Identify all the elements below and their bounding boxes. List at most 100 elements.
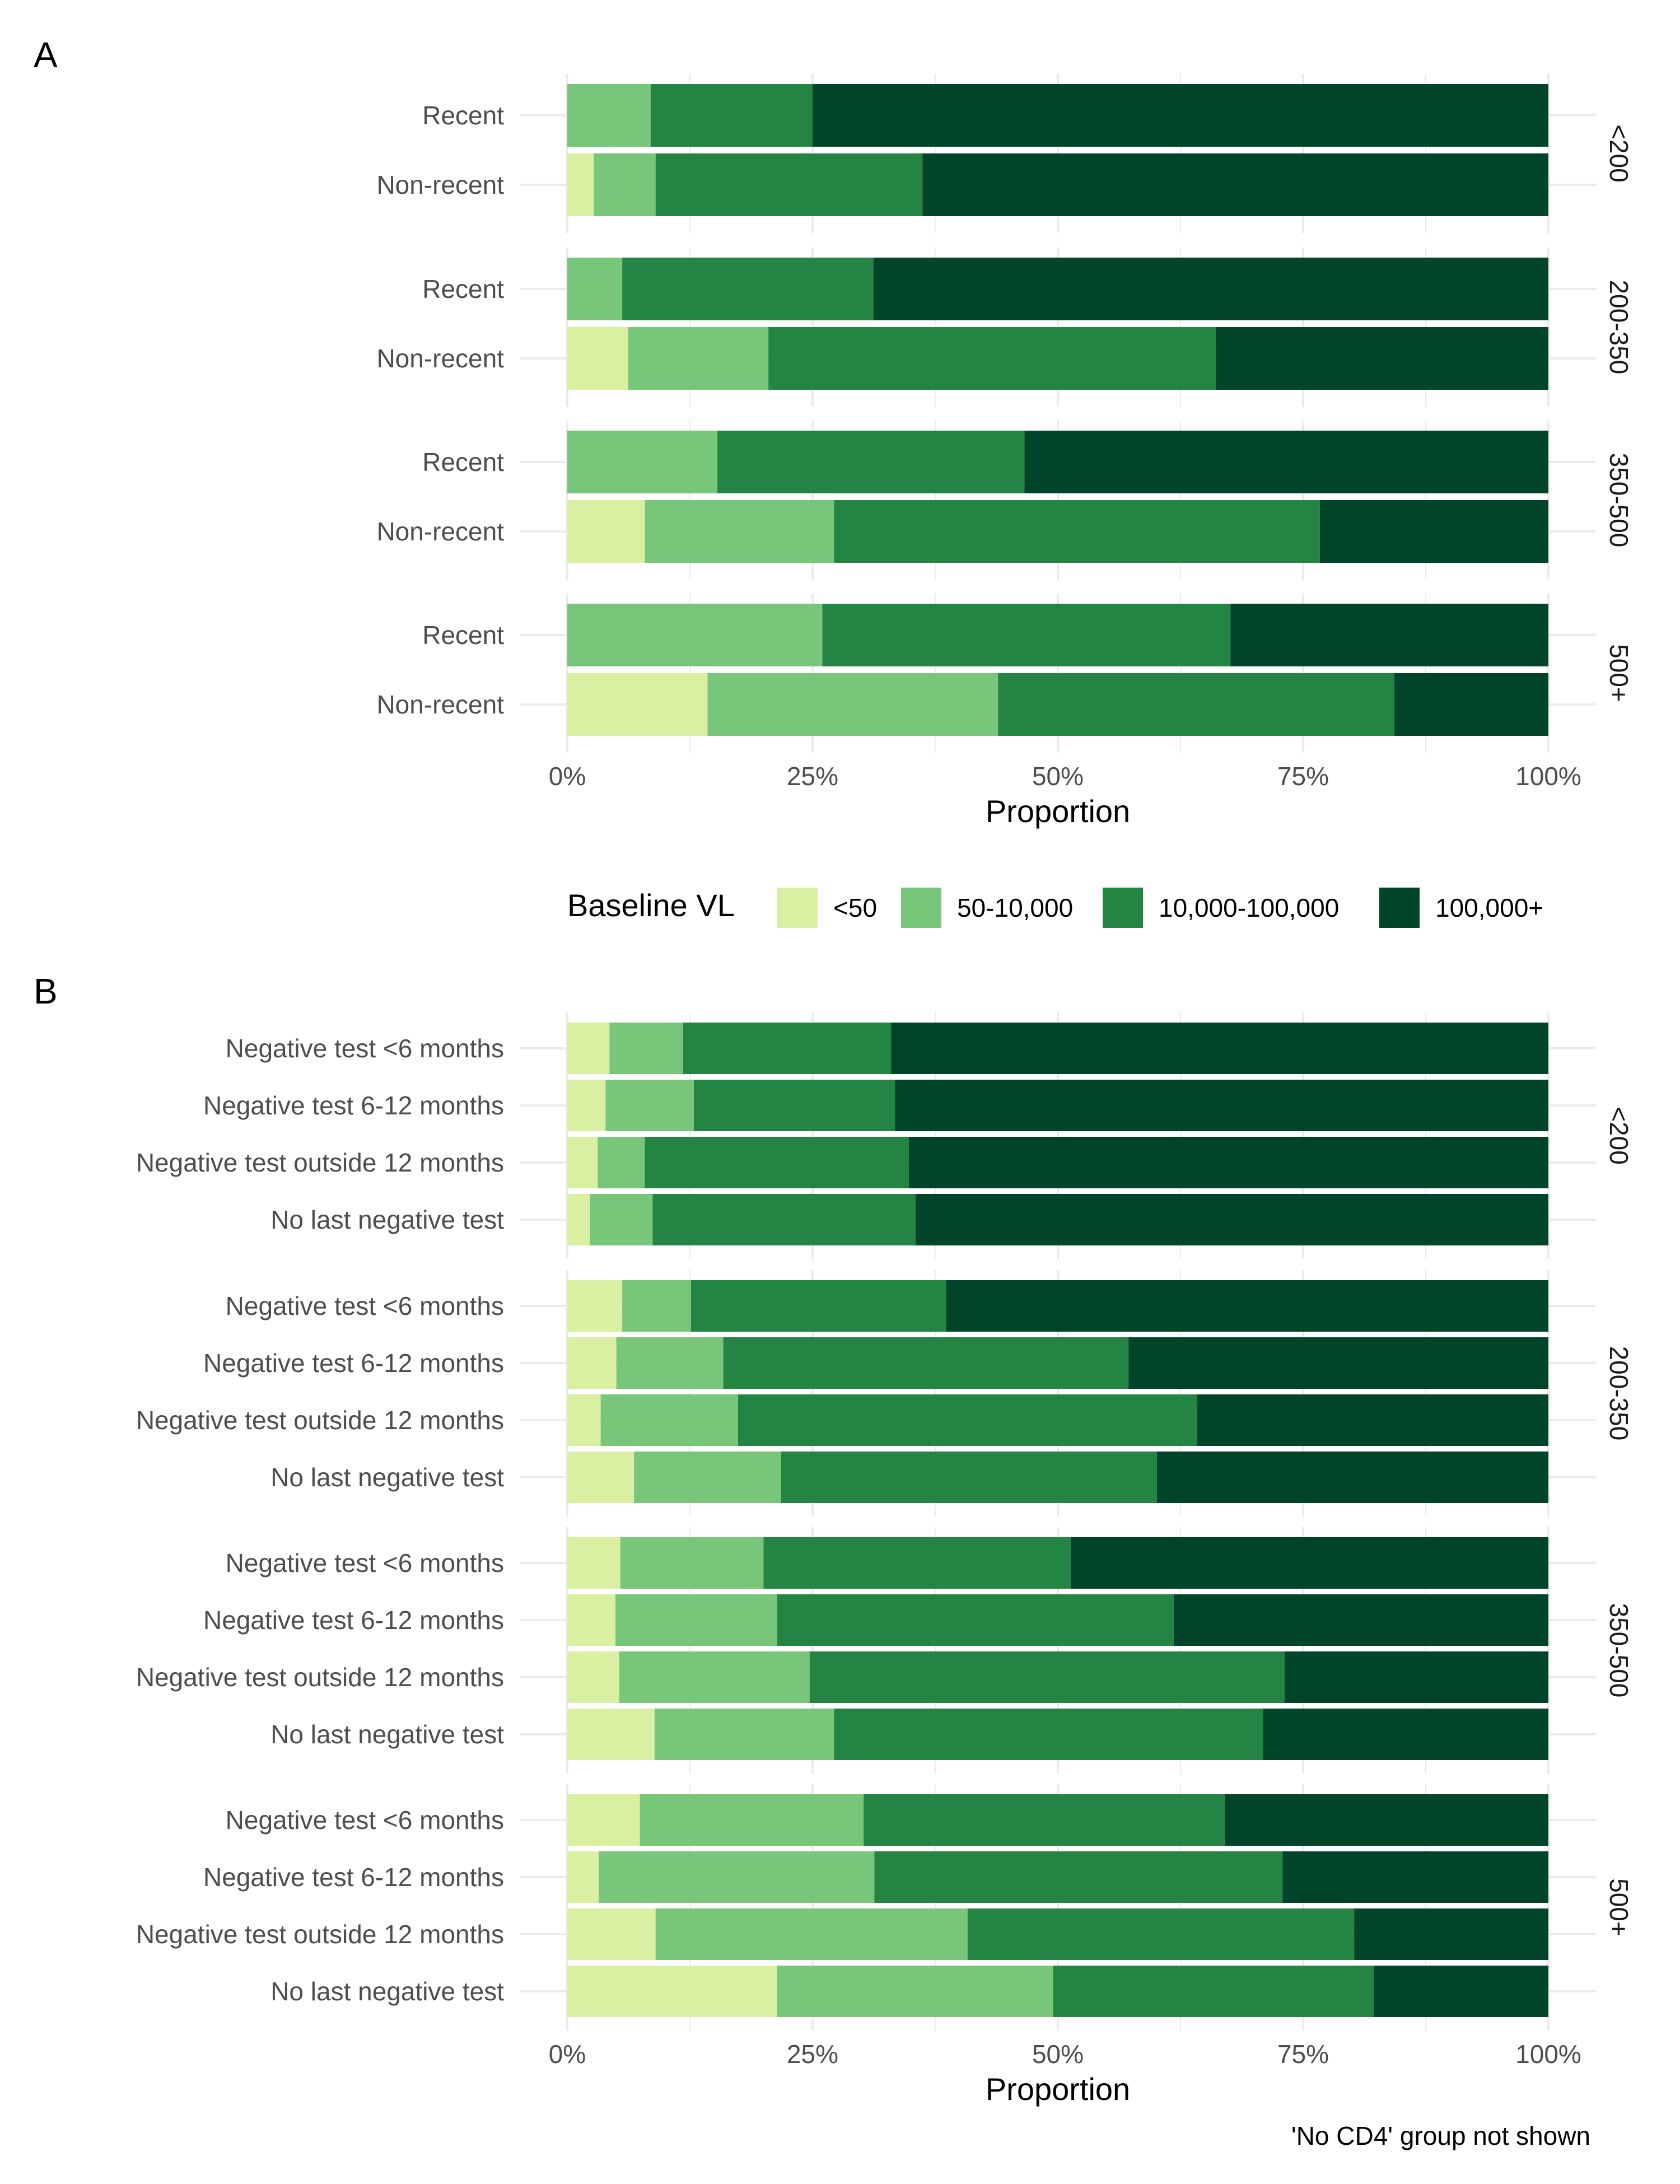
- bar-segment-1: [567, 1594, 615, 1646]
- category-label: Negative test <6 months: [226, 1805, 504, 1835]
- bar-segment-1: [567, 1966, 777, 2017]
- bar-segment-2: [615, 1594, 777, 1646]
- bar-segment-2: [622, 1280, 691, 1332]
- panel-b-facet-2: Negative test <6 months Negative test 6-1…: [136, 1270, 1634, 1516]
- facet-strip-label: <200: [1604, 124, 1634, 183]
- x-tick-label: 100%: [1515, 2040, 1581, 2069]
- bar-segment-2: [590, 1194, 653, 1245]
- x-tick-label: 75%: [1277, 2040, 1329, 2069]
- legend-label-3: 10,000-100,000: [1159, 893, 1339, 922]
- bar-segment-2: [567, 604, 823, 666]
- bar-segment-2: [599, 1851, 875, 1903]
- bar-segment-1: [567, 1452, 634, 1503]
- category-label: Negative test outside 12 months: [136, 1663, 504, 1692]
- bar-segment-2: [655, 1908, 968, 1960]
- bar-segment-4: [1374, 1966, 1548, 2017]
- bar-segment-1: [567, 1194, 590, 1245]
- bar-segment-3: [874, 1851, 1283, 1903]
- panel-a-facet-1: Recent Non-recent <200: [376, 74, 1634, 233]
- bar-segment-2: [628, 327, 769, 390]
- legend-label-2: 50-10,000: [957, 893, 1073, 922]
- panel-b-facet-4: Negative test <6 months Negative test 6-1…: [136, 1784, 1634, 2031]
- facet-strip-label: 200-350: [1604, 1346, 1634, 1441]
- x-tick-label: 100%: [1515, 762, 1581, 791]
- legend-swatch-2: [901, 888, 941, 928]
- bar-segment-1: [567, 1280, 623, 1332]
- bar-segment-2: [598, 1137, 645, 1188]
- category-label: Negative test <6 months: [226, 1291, 504, 1320]
- bar-segment-3: [777, 1594, 1174, 1646]
- bar-segment-3: [809, 1651, 1285, 1703]
- panel-a-facet-3: Recent Non-recent 350-500: [376, 421, 1634, 580]
- bar-segment-3: [967, 1908, 1355, 1960]
- x-tick-label: 50%: [1032, 762, 1084, 791]
- bar-segment-4: [895, 1080, 1548, 1131]
- category-label: Negative test outside 12 months: [136, 1406, 504, 1435]
- caption: 'No CD4' group not shown: [1291, 2121, 1590, 2150]
- bar-segment-4: [946, 1280, 1548, 1332]
- bar-segment-3: [717, 431, 1025, 493]
- bar-segment-1: [567, 1651, 619, 1703]
- category-label: Recent: [422, 620, 504, 650]
- bar-segment-4: [1282, 1851, 1548, 1903]
- bar-segment-1: [567, 1537, 620, 1589]
- x-axis-title: Proportion: [986, 794, 1130, 829]
- bar-segment-4: [891, 1023, 1548, 1074]
- x-tick-label: 25%: [787, 762, 838, 791]
- category-label: No last negative test: [270, 1977, 504, 2006]
- bar-segment-4: [1230, 604, 1548, 666]
- bar-segment-2: [777, 1966, 1053, 2017]
- bar-segment-2: [616, 1337, 724, 1389]
- bar-segment-4: [813, 84, 1548, 147]
- bar-segment-3: [998, 673, 1394, 736]
- bar-segment-3: [694, 1080, 895, 1131]
- bar-segment-2: [594, 153, 656, 216]
- bar-segment-4: [1224, 1794, 1548, 1846]
- bar-segment-4: [1354, 1908, 1548, 1960]
- bar-segment-3: [781, 1452, 1157, 1503]
- panel-b-facet-3: Negative test <6 months Negative test 6-1…: [136, 1527, 1634, 1774]
- bar-segment-2: [567, 431, 718, 493]
- bar-segment-2: [634, 1452, 781, 1503]
- bar-segment-3: [834, 500, 1320, 563]
- category-label: Negative test 6-12 months: [203, 1348, 504, 1378]
- category-label: Negative test outside 12 months: [136, 1920, 504, 1949]
- legend-label-1: <50: [833, 893, 877, 922]
- category-label: Negative test outside 12 months: [136, 1148, 504, 1177]
- x-tick-label: 50%: [1032, 2040, 1084, 2069]
- category-label: Recent: [422, 447, 504, 477]
- bar-segment-4: [1216, 327, 1548, 390]
- bar-segment-1: [567, 1794, 640, 1846]
- bar-segment-1: [567, 1394, 601, 1446]
- legend-title: Baseline VL: [567, 888, 735, 923]
- bar-segment-2: [645, 500, 834, 563]
- x-tick-label: 25%: [787, 2040, 838, 2069]
- category-label: Negative test 6-12 months: [203, 1091, 504, 1120]
- bar-segment-1: [567, 1080, 606, 1131]
- bar-segment-1: [567, 327, 628, 390]
- legend-label-4: 100,000+: [1435, 893, 1543, 922]
- bar-segment-4: [1394, 673, 1548, 736]
- bar-segment-3: [683, 1023, 892, 1074]
- bar-segment-3: [645, 1137, 909, 1188]
- category-label: Negative test <6 months: [226, 1548, 504, 1578]
- bar-segment-2: [609, 1023, 683, 1074]
- bar-segment-4: [1263, 1709, 1548, 1760]
- category-label: Negative test 6-12 months: [203, 1863, 504, 1892]
- bar-segment-3: [1053, 1966, 1374, 2017]
- x-tick-label: 75%: [1277, 762, 1329, 791]
- legend-swatch-4: [1379, 888, 1420, 928]
- category-label: Recent: [422, 101, 504, 130]
- bar-segment-4: [908, 1137, 1548, 1188]
- panel-a-facet-4: Recent Non-recent 500+: [376, 594, 1634, 753]
- bar-segment-1: [567, 500, 645, 563]
- bar-segment-4: [1284, 1651, 1548, 1703]
- bar-segment-3: [652, 1194, 916, 1245]
- bar-segment-3: [723, 1337, 1129, 1389]
- bar-segment-4: [1319, 500, 1548, 563]
- bar-segment-4: [1197, 1394, 1548, 1446]
- category-label: No last negative test: [270, 1463, 504, 1492]
- legend-swatch-1: [777, 888, 818, 928]
- category-label: Negative test 6-12 months: [203, 1606, 504, 1635]
